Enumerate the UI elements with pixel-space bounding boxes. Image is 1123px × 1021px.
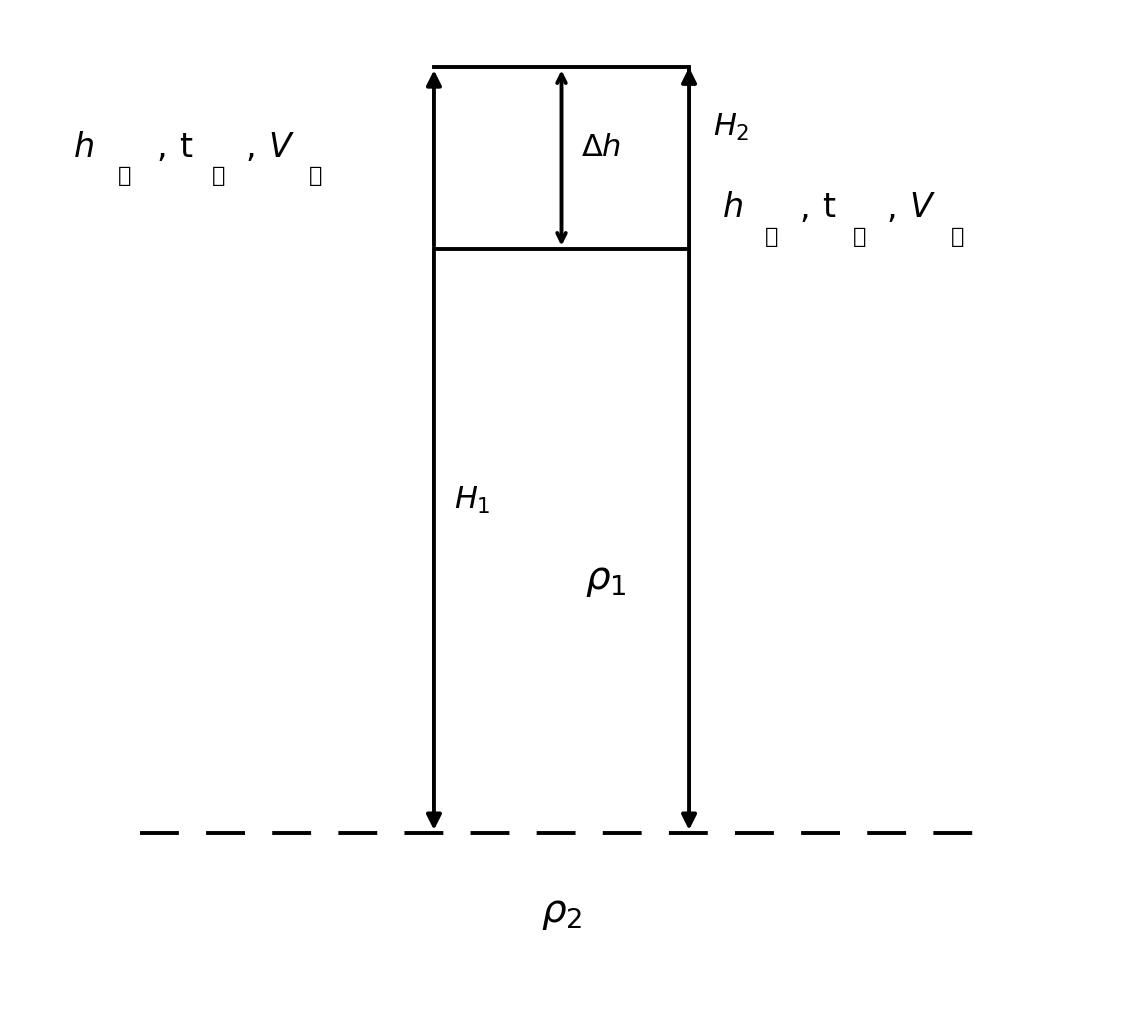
Text: 深: 深: [118, 166, 131, 186]
Text: $\Delta h$: $\Delta h$: [582, 133, 622, 163]
Text: 浅: 浅: [765, 227, 778, 246]
Text: $H_{2}$: $H_{2}$: [713, 112, 750, 143]
Text: 早: 早: [853, 227, 867, 246]
Text: $\rho_{1}$: $\rho_{1}$: [585, 563, 627, 599]
Text: ,: ,: [246, 132, 256, 164]
Text: $\mathrm{t}$: $\mathrm{t}$: [179, 132, 193, 164]
Text: ,: ,: [800, 192, 811, 225]
Text: 晚: 晚: [309, 166, 322, 186]
Text: 早: 早: [951, 227, 965, 246]
Text: $V$: $V$: [267, 132, 294, 164]
Text: $H_{1}$: $H_{1}$: [454, 485, 491, 516]
Text: $h$: $h$: [722, 192, 743, 225]
Text: ,: ,: [157, 132, 167, 164]
Text: $\mathrm{t}$: $\mathrm{t}$: [822, 192, 837, 225]
Text: ,: ,: [886, 192, 897, 225]
Text: 晚: 晚: [212, 166, 226, 186]
Text: $h$: $h$: [73, 132, 94, 164]
Text: $\rho_{2}$: $\rho_{2}$: [541, 894, 582, 932]
Text: $V$: $V$: [909, 192, 935, 225]
